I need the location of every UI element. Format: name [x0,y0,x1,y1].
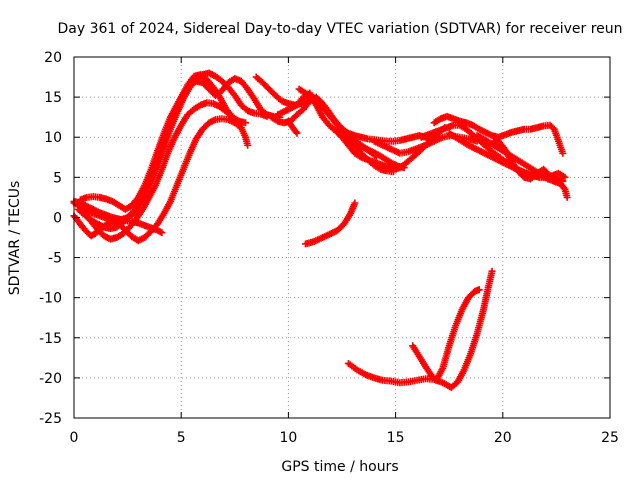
series-track-11 [284,117,301,137]
data-series [70,69,571,392]
x-tick-label: 10 [279,430,297,446]
plot-border [73,56,611,419]
data-point [244,141,252,149]
axis-ticks [73,56,611,419]
y-tick-label: 5 [53,170,62,186]
data-point [488,267,496,275]
series-track-17 [430,112,567,157]
data-point [292,128,300,136]
x-tick-labels: 0 5 10 15 20 25 [70,430,619,446]
x-axis-title: GPS time / hours [281,459,398,475]
x-tick-label: 15 [387,430,405,446]
x-tick-label: 0 [70,430,79,446]
data-point [156,228,164,236]
data-point [293,129,301,137]
y-tick-label: -15 [39,331,62,347]
data-point [158,229,166,237]
y-tick-label: -25 [39,411,62,427]
x-tick-label: 5 [177,430,186,446]
y-tick-label: -5 [48,251,62,267]
y-tick-label: -20 [39,371,62,387]
data-point [351,199,359,207]
data-point [552,175,560,183]
data-point [563,193,571,201]
data-point [372,152,380,160]
x-tick-label: 25 [601,430,619,446]
y-tick-label: 15 [44,90,62,106]
series-track-15 [409,286,483,384]
series-track-6 [70,197,166,237]
y-axis-title: SDTVAR / TECUs [7,181,23,296]
y-tick-label: 20 [44,50,62,66]
data-point [561,173,569,181]
y-tick-label: -10 [39,291,62,307]
data-point [475,286,483,294]
series-track-9 [274,89,449,173]
series-track-14 [344,267,496,392]
y-tick-labels: -25 -20 -15 -10 -5 0 5 10 15 20 [39,50,62,427]
y-tick-label: 0 [53,210,62,226]
data-point [559,149,567,157]
series-track-21 [370,132,481,157]
chart-title: Day 361 of 2024, Sidereal Day-to-day VTE… [57,21,622,37]
data-point [242,119,250,127]
series-track-19 [473,132,571,201]
x-tick-label: 20 [494,430,512,446]
y-tick-label: 10 [44,130,62,146]
data-point [473,137,481,145]
data-point [389,168,397,176]
series-track-13 [302,199,359,248]
series-track-12 [332,117,397,176]
series-track-20 [482,137,560,183]
